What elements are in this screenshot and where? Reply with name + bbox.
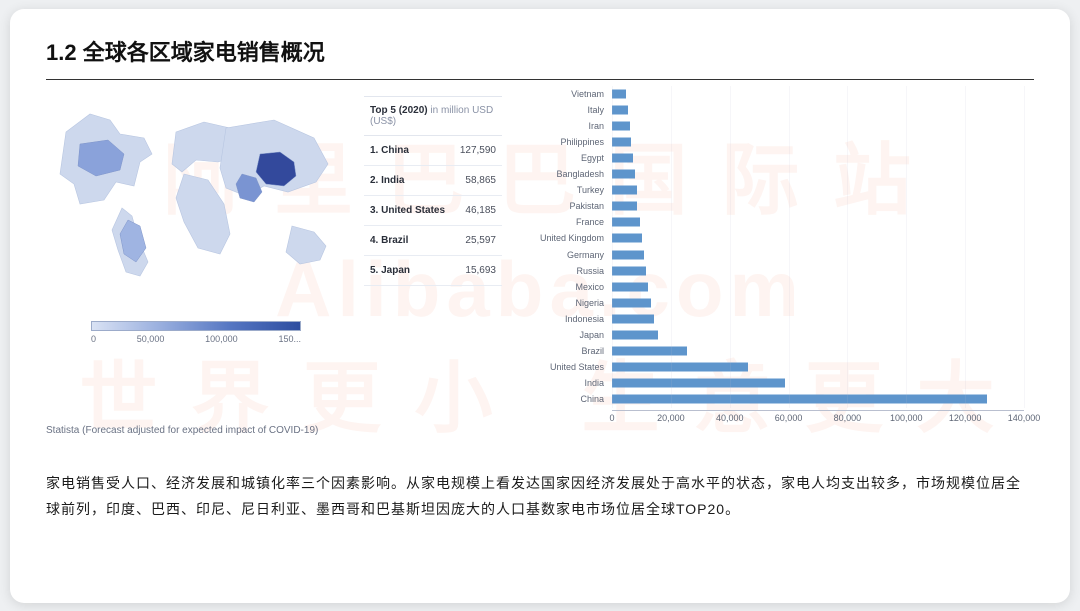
- barchart-x-axis: 020,00040,00060,00080,000100,000120,0001…: [612, 410, 1024, 436]
- top5-value: 15,693: [465, 265, 496, 276]
- barchart-category-label: India: [584, 378, 604, 388]
- barchart-category-label: Philippines: [560, 137, 604, 147]
- top5-table: Top 5 (2020) in million USD (US$) 1. Chi…: [364, 86, 502, 436]
- top5-row: 5. Japan 15,693: [364, 256, 502, 286]
- top5-header-bold: Top 5 (2020): [370, 105, 428, 116]
- barchart-category-label: Egypt: [581, 153, 604, 163]
- map-legend-gradient: [91, 321, 301, 331]
- footer-blurb: 家电销售受人口、经济发展和城镇化率三个因素影响。从家电规模上看发达国家因经济发展…: [46, 470, 1034, 523]
- barchart-category-label: Indonesia: [565, 314, 604, 324]
- barchart-bar: [612, 395, 987, 404]
- barchart-gridline: [847, 86, 848, 408]
- legend-tick: 150...: [278, 334, 301, 344]
- barchart-category-label: France: [576, 217, 604, 227]
- barchart-y-labels: Vietnam Italy Iran Philippines Egypt Banglade…: [520, 86, 608, 408]
- top5-row: 4. Brazil 25,597: [364, 226, 502, 256]
- barchart-category-label: China: [580, 394, 604, 404]
- barchart-category-label: Russia: [576, 266, 604, 276]
- barchart-category-label: Brazil: [581, 346, 604, 356]
- barchart-gridline: [730, 86, 731, 408]
- top5-rank: 2. India: [370, 175, 404, 186]
- top5-rows: 1. China 127,590 2. India 58,865 3. United S…: [364, 136, 502, 286]
- barchart-bar: [612, 266, 646, 275]
- barchart-x-tick: 60,000: [775, 413, 803, 423]
- barchart-gridline: [612, 86, 613, 408]
- top5-value: 25,597: [465, 235, 496, 246]
- top5-row: 2. India 58,865: [364, 166, 502, 196]
- barchart-category-label: Pakistan: [569, 201, 604, 211]
- barchart-x-tick: 140,000: [1008, 413, 1041, 423]
- barchart-bar: [612, 218, 640, 227]
- top5-value: 58,865: [465, 175, 496, 186]
- legend-tick: 100,000: [205, 334, 238, 344]
- top5-value: 46,185: [465, 205, 496, 216]
- barchart-bar: [612, 314, 654, 323]
- top5-rank: 5. Japan: [370, 265, 410, 276]
- barchart-gridline: [789, 86, 790, 408]
- barchart-bar: [612, 121, 630, 130]
- content-row: 0 50,000 100,000 150... Statista (Foreca…: [46, 86, 1034, 436]
- top5-rank: 3. United States: [370, 205, 445, 216]
- top5-row: 1. China 127,590: [364, 136, 502, 166]
- barchart-x-tick: 20,000: [657, 413, 685, 423]
- barchart-bar: [612, 202, 637, 211]
- legend-tick: 50,000: [137, 334, 165, 344]
- world-map: 0 50,000 100,000 150...: [46, 92, 346, 411]
- top5-row: 3. United States 46,185: [364, 196, 502, 226]
- barchart-gridline: [965, 86, 966, 408]
- barchart-category-label: Nigeria: [575, 298, 604, 308]
- barchart-bar: [612, 105, 628, 114]
- barchart-bar: [612, 363, 748, 372]
- top5-rank: 1. China: [370, 145, 409, 156]
- slide: 阿 里 巴 巴 国 际 站 Alibaba.com 世 界 更 小 生 意 更 …: [10, 9, 1070, 603]
- barchart-bar: [612, 282, 648, 291]
- barchart-bar: [612, 379, 785, 388]
- barchart-gridline: [1024, 86, 1025, 408]
- top5-value: 127,590: [460, 145, 496, 156]
- barchart-category-label: Italy: [587, 105, 604, 115]
- top5-rank: 4. Brazil: [370, 235, 408, 246]
- barchart-x-tick: 100,000: [890, 413, 923, 423]
- barchart-bar: [612, 234, 642, 243]
- map-legend: 0 50,000 100,000 150...: [91, 321, 301, 344]
- barchart-bar: [612, 137, 631, 146]
- barchart-bar: [612, 298, 651, 307]
- barchart-bar: [612, 331, 658, 340]
- barchart-bar: [612, 170, 635, 179]
- barchart-category-label: Bangladesh: [556, 169, 604, 179]
- barchart-plot-area: [612, 86, 1024, 408]
- barchart-bar: [612, 186, 637, 195]
- barchart: Vietnam Italy Iran Philippines Egypt Banglade…: [520, 86, 1034, 436]
- page-title: 1.2 全球各区域家电销售概况: [46, 29, 1034, 79]
- barchart-bar: [612, 89, 626, 98]
- barchart-category-label: Turkey: [577, 185, 604, 195]
- barchart-bar: [612, 153, 633, 162]
- barchart-x-tick: 0: [609, 413, 614, 423]
- barchart-bar: [612, 347, 687, 356]
- legend-tick: 0: [91, 334, 96, 344]
- barchart-category-label: Mexico: [575, 282, 604, 292]
- barchart-category-label: United States: [550, 362, 604, 372]
- barchart-gridline: [906, 86, 907, 408]
- title-separator: [46, 79, 1034, 80]
- barchart-gridline: [671, 86, 672, 408]
- source-note: Statista (Forecast adjusted for expected…: [46, 425, 346, 436]
- barchart-bar: [612, 250, 644, 259]
- barchart-x-tick: 40,000: [716, 413, 744, 423]
- barchart-x-tick: 80,000: [834, 413, 862, 423]
- map-legend-ticks: 0 50,000 100,000 150...: [91, 334, 301, 344]
- barchart-x-tick: 120,000: [949, 413, 982, 423]
- world-map-svg: [46, 92, 346, 292]
- map-column: 0 50,000 100,000 150... Statista (Foreca…: [46, 86, 346, 436]
- top5-header: Top 5 (2020) in million USD (US$): [364, 96, 502, 136]
- barchart-category-label: Iran: [588, 121, 604, 131]
- barchart-category-label: United Kingdom: [540, 233, 604, 243]
- barchart-category-label: Japan: [579, 330, 604, 340]
- barchart-category-label: Germany: [567, 250, 604, 260]
- barchart-category-label: Vietnam: [571, 89, 604, 99]
